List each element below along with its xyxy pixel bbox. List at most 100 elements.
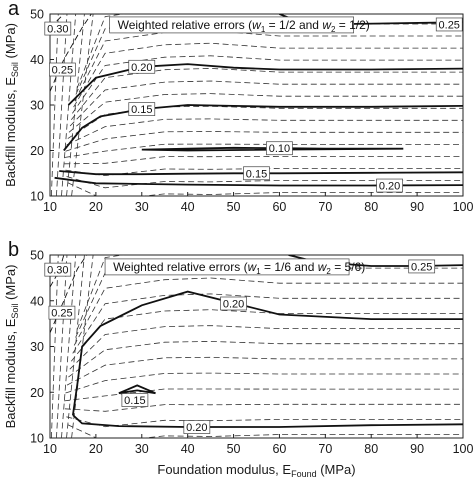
contour-label: 0.25 <box>48 305 76 320</box>
x-tick-label: 40 <box>181 442 195 456</box>
y-tick-label: 20 <box>30 144 44 158</box>
x-tick-label: 90 <box>410 442 424 456</box>
dashed-contour-line <box>70 309 463 362</box>
dashed-contour-line <box>73 277 463 346</box>
title-text: Weighted relative errors (w1 = 1/2 and w… <box>118 18 370 34</box>
contour-label-box <box>48 305 76 320</box>
contour-label-box <box>128 59 156 74</box>
title-box <box>104 258 350 276</box>
contour-label-text: 0.30 <box>47 24 68 36</box>
contour-label-box <box>220 296 247 311</box>
x-tick-label: 20 <box>89 200 103 214</box>
dashed-contour-line <box>50 255 59 438</box>
title-part: w <box>248 260 258 274</box>
dashed-contour-line <box>64 156 463 165</box>
contour-label: 0.25 <box>408 259 436 273</box>
panel-title: Weighted relative errors (w1 = 1/6 and w… <box>104 258 365 276</box>
dashed-contour-line <box>66 356 463 386</box>
dashed-contour-line <box>66 176 463 189</box>
x-tick-label: 50 <box>227 200 241 214</box>
dashed-contour-line <box>69 325 463 370</box>
contour-label-box <box>243 166 270 181</box>
y-tick-label: 50 <box>30 249 44 263</box>
x-tick-label: 80 <box>364 442 378 456</box>
x-tick-label: 50 <box>227 442 241 456</box>
contour-label: 0.25 <box>435 17 463 31</box>
dashed-contour-line <box>64 143 463 158</box>
y-tick-label: 20 <box>30 386 44 400</box>
title-part: 1 <box>256 267 261 276</box>
dashed-contour-line <box>68 93 463 133</box>
contour-label-text: 0.25 <box>439 19 460 31</box>
x-tick-label: 20 <box>89 442 103 456</box>
x-label-part: (MPa) <box>317 462 356 477</box>
contour-line-0-10 <box>141 146 404 152</box>
contour-label-text: 0.20 <box>379 181 400 193</box>
y-label-part: Backfill modulus, E <box>3 77 18 187</box>
dashed-contour-line <box>71 255 94 438</box>
contour-label-text: 0.20 <box>131 62 152 74</box>
dashed-contour-line <box>66 118 463 146</box>
contour-line-0-20 <box>67 63 463 106</box>
contour-label-text: 0.25 <box>411 261 432 273</box>
contour-label: 0.15 <box>128 102 156 116</box>
contour-label-box <box>44 262 72 277</box>
panel-letter: b <box>8 239 19 261</box>
contour-label-text: 0.25 <box>52 65 73 77</box>
dashed-contour-line <box>64 388 463 402</box>
contour-label: 0.10 <box>266 141 293 155</box>
dashed-contour-line <box>67 105 463 139</box>
x-tick-label: 80 <box>364 200 378 214</box>
title-box <box>109 16 355 34</box>
x-tick-label: 40 <box>181 200 195 214</box>
title-part: w <box>252 18 262 32</box>
chart-panel-b: 0.25 0.20 0.15 0.20 0.30 0.25 Weighted relativ… <box>3 239 473 479</box>
panel-letter: a <box>8 0 20 20</box>
dashed-contour-line <box>69 80 463 127</box>
y-tick-label: 10 <box>30 190 44 204</box>
y-tick-label: 10 <box>30 432 44 446</box>
title-part: = 1/6 and <box>261 260 318 274</box>
contour-line-0-15 <box>59 170 463 176</box>
contour-line-0-20 <box>72 290 463 416</box>
contour-label-box <box>128 102 156 116</box>
y-label-part: (MPa) <box>3 265 18 304</box>
y-label-part: (MPa) <box>3 23 18 62</box>
title-part: 2 <box>331 25 336 34</box>
contour-label-text: 0.15 <box>246 168 267 180</box>
x-axis-label: Foundation modulus, EFound (MPa) <box>157 462 355 479</box>
x-tick-label: 70 <box>318 200 332 214</box>
x-tick-label: 30 <box>135 200 149 214</box>
dashed-contour-line <box>56 255 68 438</box>
dashed-contour-line <box>72 55 463 114</box>
x-tick-label: 100 <box>453 200 474 214</box>
y-tick-label: 40 <box>30 53 44 67</box>
dashed-contour-line <box>64 403 463 412</box>
dashed-contour-line <box>70 67 463 120</box>
dashed-contour-line <box>72 293 463 354</box>
dashed-contour-line <box>50 14 59 196</box>
contour-label-text: 0.10 <box>269 143 290 155</box>
title-part: Weighted relative errors ( <box>118 18 253 32</box>
y-axis-label: Backfill modulus, ESoil (MPa) <box>3 23 20 187</box>
dashed-contour-line <box>73 42 463 108</box>
contour-label: 0.20 <box>128 59 156 74</box>
dashed-contour-line <box>65 372 463 394</box>
contour-label-box <box>44 21 72 36</box>
title-part: = 1/2 and <box>265 18 322 32</box>
x-tick-label: 60 <box>272 200 286 214</box>
dashed-contour-line <box>68 340 463 378</box>
contour-label-text: 0.30 <box>47 265 68 277</box>
contour-line-0-15 <box>63 104 463 152</box>
contour-label: 0.20 <box>183 420 211 434</box>
x-tick-label: 60 <box>272 442 286 456</box>
title-part: 1 <box>261 25 266 34</box>
contour-label: 0.15 <box>121 393 149 407</box>
y-tick-label: 50 <box>30 8 44 22</box>
contour-label-box <box>49 62 76 77</box>
title-text: Weighted relative errors (w1 = 1/6 and w… <box>113 260 365 276</box>
contour-label: 0.30 <box>44 21 72 36</box>
contour-label: 0.15 <box>243 166 270 181</box>
y-label-part: Backfill modulus, E <box>3 318 18 428</box>
dashed-contour-line <box>66 14 85 196</box>
